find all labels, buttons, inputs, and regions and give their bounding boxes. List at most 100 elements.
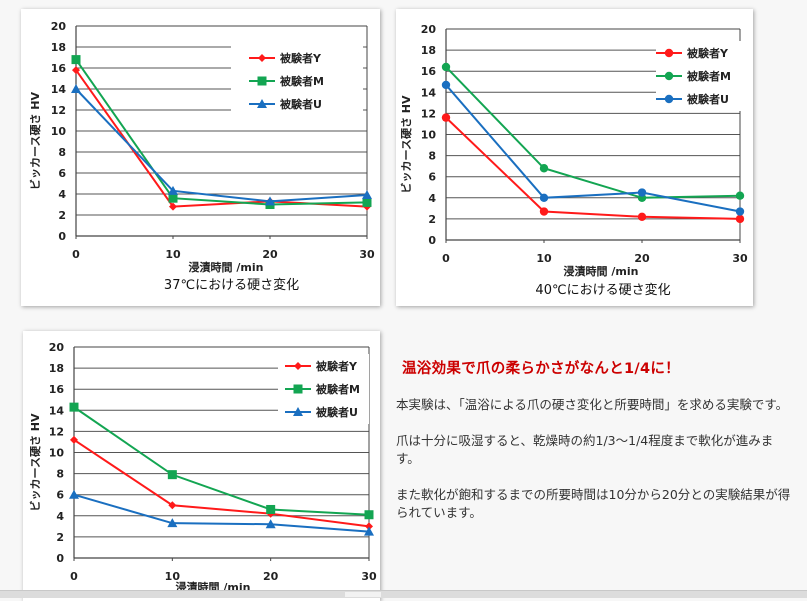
description-panel: 温浴効果で爪の柔らかさがなんと1/4に！ 本実験は、「温浴による爪の硬さ変化と所… — [396, 360, 796, 540]
data-point — [441, 80, 451, 90]
y-axis-title: ビッカース硬さ HV — [399, 95, 413, 193]
y-tick-label: 2 — [56, 531, 64, 544]
legend-marker — [664, 71, 674, 81]
legend-marker — [294, 362, 302, 370]
data-point — [167, 518, 178, 528]
chart-40c: 0 2 4 6 8 10 12 14 16 18 20 0 10 20 30 浸漬時間 /min ビッカース硬さ… — [396, 9, 753, 306]
series-u — [69, 489, 374, 536]
horizontal-scrollbar[interactable] — [0, 590, 807, 598]
legend-marker — [257, 99, 267, 108]
x-tick-label: 20 — [263, 570, 279, 583]
paragraph-1: 本実験は、「温浴による爪の硬さ変化と所要時間」を求める実験です。 — [396, 397, 789, 412]
legend: 被験者Y 被験者M 被験者U — [231, 46, 363, 116]
data-point — [735, 207, 745, 216]
legend-label: 被験者U — [280, 97, 322, 111]
y-tick-label: 20 — [51, 20, 67, 33]
x-tick-label: 0 — [72, 248, 80, 261]
y-tick-label: 4 — [56, 510, 64, 523]
data-point — [735, 214, 745, 224]
y-tick-label: 14 — [49, 404, 65, 417]
chart-caption: 37℃における硬さ変化 — [164, 277, 299, 293]
legend-label: 被験者M — [280, 74, 324, 88]
series-line — [75, 59, 368, 206]
y-tick-label: 18 — [49, 362, 64, 375]
data-point — [169, 202, 177, 211]
data-point — [539, 207, 549, 216]
data-point — [266, 504, 276, 514]
data-point — [168, 185, 178, 195]
x-tick-label: 20 — [634, 252, 650, 265]
x-tick-label: 20 — [262, 248, 278, 261]
scrollbar-thumb[interactable] — [345, 592, 381, 597]
data-point — [539, 164, 549, 173]
series-line — [73, 493, 370, 533]
y-tick-label: 18 — [51, 41, 66, 54]
legend-marker — [664, 94, 674, 104]
y-tick-label: 12 — [421, 107, 436, 120]
data-point — [539, 193, 549, 202]
y-tick-label: 4 — [428, 192, 436, 205]
data-point — [637, 212, 647, 221]
y-tick-label: 16 — [51, 62, 67, 75]
series-y — [441, 113, 745, 224]
y-tick-label: 2 — [428, 213, 436, 226]
series-m — [69, 402, 374, 520]
y-tick-label: 18 — [421, 44, 436, 57]
series-line — [73, 439, 370, 528]
x-tick-label: 10 — [536, 252, 552, 265]
chart-third: 0 2 4 6 8 10 12 14 16 18 20 0 10 20 30 浸漬時間 /min ビッカース硬さ… — [23, 331, 380, 601]
y-tick-label: 10 — [49, 447, 65, 460]
y-tick-label: 14 — [421, 86, 437, 99]
legend-label: 被験者U — [316, 405, 358, 419]
y-tick-label: 20 — [49, 341, 65, 354]
x-tick-label: 30 — [732, 252, 748, 265]
legend: 被験者Y 被験者M 被験者U — [656, 41, 742, 111]
x-tick-label: 30 — [361, 570, 377, 583]
y-tick-label: 12 — [49, 425, 64, 438]
y-tick-label: 4 — [58, 188, 66, 201]
x-tick-label: 10 — [165, 248, 181, 261]
data-point — [441, 113, 451, 122]
data-point — [168, 501, 177, 510]
y-tick-label: 10 — [51, 125, 67, 138]
data-point — [441, 62, 451, 72]
y-tick-label: 8 — [56, 468, 64, 481]
data-point — [69, 402, 79, 412]
series-line — [75, 88, 368, 203]
data-point — [168, 193, 178, 203]
legend-label: 被験者Y — [316, 359, 358, 373]
legend: 被験者Y 被験者M 被験者U — [278, 354, 369, 424]
data-point — [72, 66, 80, 75]
y-tick-label: 16 — [421, 65, 437, 78]
y-tick-label: 2 — [58, 209, 66, 222]
data-point — [70, 435, 78, 444]
data-point — [735, 191, 745, 200]
data-point — [364, 526, 374, 536]
paragraph-3: また軟化が飽和するまでの所要時間は10分から20分との実験結果が得られています。 — [396, 487, 791, 520]
headline: 温浴効果で爪の柔らかさがなんと1/4に！ — [402, 361, 680, 377]
y-axis-title: ビッカース硬さ HV — [28, 413, 42, 511]
data-point — [362, 190, 372, 200]
y-tick-label: 0 — [428, 234, 436, 247]
chart-caption: 40℃における硬さ変化 — [535, 282, 670, 298]
legend-marker — [257, 76, 267, 86]
x-tick-label: 30 — [359, 248, 375, 261]
y-tick-label: 8 — [58, 146, 66, 159]
legend-label: 被験者M — [687, 69, 731, 83]
y-tick-label: 0 — [58, 230, 66, 243]
y-tick-label: 0 — [56, 552, 64, 565]
series-u — [71, 84, 372, 206]
data-point — [265, 519, 276, 529]
y-tick-label: 20 — [421, 23, 437, 36]
legend-label: 被験者U — [687, 92, 729, 106]
series-u — [441, 80, 745, 216]
data-point — [364, 510, 374, 520]
legend-label: 被験者Y — [280, 51, 322, 65]
y-tick-label: 16 — [49, 383, 65, 396]
legend-label: 被験者M — [316, 382, 360, 396]
legend-marker — [293, 407, 303, 416]
legend-marker — [664, 48, 674, 58]
series-line — [73, 406, 370, 516]
x-tick-label: 10 — [165, 570, 181, 583]
